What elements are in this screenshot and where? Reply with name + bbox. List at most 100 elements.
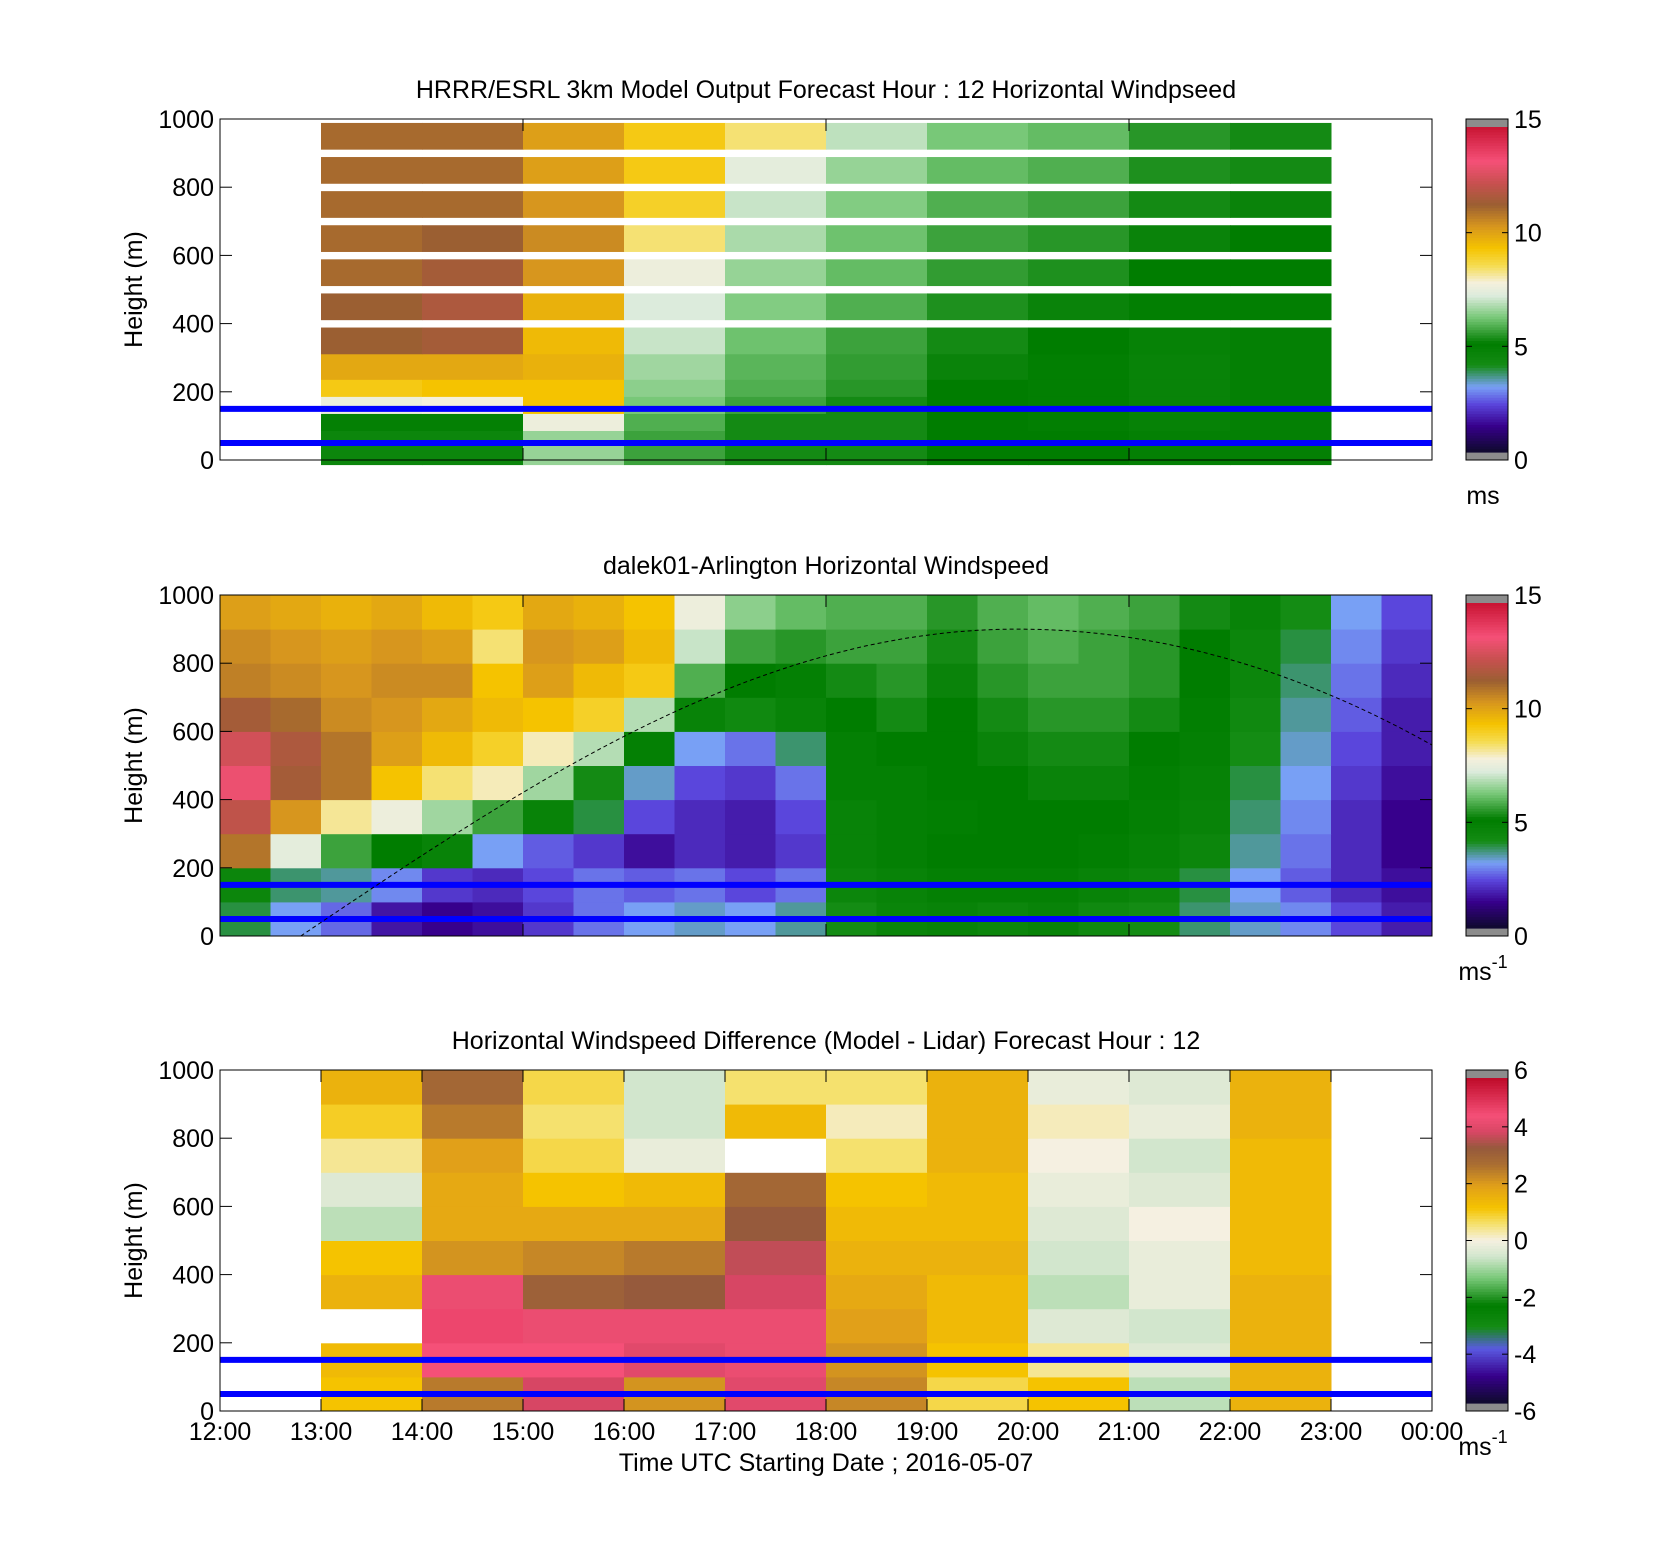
colorbar-segment	[1466, 868, 1508, 872]
colorbar-segment	[1466, 446, 1508, 450]
heatmap-cell	[624, 833, 675, 869]
heatmap-cell	[826, 1104, 928, 1139]
colorbar-segment	[1466, 354, 1508, 358]
colorbar-segment	[1466, 132, 1508, 136]
colorbar-segment	[1466, 324, 1508, 329]
colorbar-segment	[1466, 1143, 1508, 1147]
heatmap-cell	[927, 225, 1029, 252]
heatmap-cell	[1078, 697, 1130, 732]
heatmap-cell	[472, 765, 524, 801]
colorbar-segment	[1466, 422, 1508, 426]
colorbar-segment	[1466, 1294, 1508, 1298]
heatmap-cell	[624, 191, 726, 218]
colorbar-segment	[1466, 284, 1508, 288]
colorbar-segment	[1466, 330, 1508, 334]
colorbar-segment	[1466, 1197, 1508, 1201]
colorbar-segment	[1466, 1094, 1508, 1098]
heatmap-cell	[371, 697, 423, 732]
colorbar-segment	[1466, 800, 1508, 805]
colorbar-segment	[1466, 695, 1508, 699]
colorbar-segment	[1466, 1313, 1508, 1317]
colorbar-segment	[1466, 879, 1508, 883]
colorbar-segment	[1466, 1262, 1508, 1266]
heatmap-cell	[1129, 697, 1180, 732]
heatmap-cell	[826, 327, 928, 355]
heatmap-cell	[321, 293, 423, 321]
heatmap-cell	[1230, 765, 1281, 801]
heatmap-cell	[523, 799, 574, 835]
colorbar-segment	[1466, 860, 1508, 864]
colorbar-segment	[1466, 925, 1508, 929]
colorbar-segment	[1466, 381, 1508, 385]
heatmap-cell	[1129, 1138, 1231, 1173]
heatmap-cell	[624, 799, 675, 835]
colorbar-segment	[1466, 779, 1508, 783]
heatmap-cell	[523, 1138, 625, 1173]
colorbar-segment	[1466, 200, 1508, 204]
heatmap-cell	[1280, 663, 1332, 698]
heatmap-cell	[371, 663, 423, 698]
y-tick-label: 200	[172, 855, 214, 883]
colorbar-segment	[1466, 443, 1508, 448]
heatmap-cell	[826, 1070, 928, 1105]
heatmap-cell	[220, 765, 271, 801]
heatmap-cell	[927, 697, 978, 732]
heatmap-cell	[725, 595, 776, 630]
y-axis-label: Height (m)	[120, 707, 148, 824]
colorbar-segment	[1466, 876, 1508, 880]
heatmap-cell	[1230, 1240, 1332, 1276]
colorbar-segment	[1466, 651, 1508, 656]
heatmap-cell	[523, 1104, 625, 1139]
colorbar-segment	[1466, 898, 1508, 902]
colorbar-segment	[1466, 173, 1508, 177]
heatmap-cell	[1129, 663, 1180, 698]
colorbar-segment	[1466, 376, 1508, 380]
y-tick-label: 200	[172, 379, 214, 407]
heatmap-cell	[1381, 595, 1433, 630]
colorbar-segment	[1466, 676, 1508, 680]
axes-model: HRRR/ESRL 3km Model Output Forecast Hour…	[120, 76, 1433, 475]
heatmap-cell	[725, 1240, 827, 1276]
heatmap-cell	[1129, 157, 1231, 184]
colorbar-segment	[1466, 289, 1508, 293]
heatmap-cell	[523, 157, 625, 184]
colorbar-tick-label: -2	[1514, 1284, 1536, 1312]
heatmap-cell	[321, 157, 423, 184]
colorbar-segment	[1466, 1283, 1508, 1288]
y-tick-label: 600	[172, 718, 214, 746]
colorbar-segment	[1466, 1351, 1508, 1355]
colorbar-segment	[1466, 659, 1508, 664]
colorbar-segment	[1466, 1248, 1508, 1252]
heatmap-cell	[1028, 1104, 1130, 1139]
colorbar-segment	[1466, 248, 1508, 253]
heatmap-cell	[321, 259, 423, 287]
x-tick-label: 19:00	[896, 1418, 959, 1446]
colorbar-segment	[1466, 922, 1508, 926]
heatmap-cell	[573, 731, 625, 766]
colorbar-segment	[1466, 716, 1508, 721]
colorbar-segment	[1466, 795, 1508, 799]
heatmap-cell	[1280, 833, 1332, 869]
colorbar-segment	[1466, 884, 1508, 888]
heatmap-cell	[1129, 1104, 1231, 1139]
heatmap-cell	[472, 663, 524, 698]
heatmap-cell	[523, 1070, 625, 1105]
heatmap-cell	[1179, 799, 1231, 835]
heatmap-cell	[422, 799, 473, 835]
heatmap-cell	[321, 191, 423, 218]
heatmap-cell	[472, 731, 524, 766]
colorbar-segment	[1466, 1237, 1508, 1242]
colorbar-segment	[1466, 689, 1508, 693]
heatmap-cell	[1230, 1172, 1332, 1207]
heatmap-cell	[1129, 1274, 1231, 1310]
heatmap-cell	[422, 259, 524, 287]
colorbar-tick-label: 2	[1514, 1171, 1528, 1199]
heatmap-cell	[1230, 1206, 1332, 1241]
colorbar-segment	[1466, 1118, 1508, 1122]
colorbar-segment	[1466, 1170, 1508, 1174]
heatmap-cell	[1129, 1206, 1231, 1241]
heatmap-cell	[321, 697, 372, 732]
heatmap-cell	[775, 595, 827, 630]
heatmap-cell	[725, 833, 776, 869]
colorbar-segment	[1466, 890, 1508, 894]
